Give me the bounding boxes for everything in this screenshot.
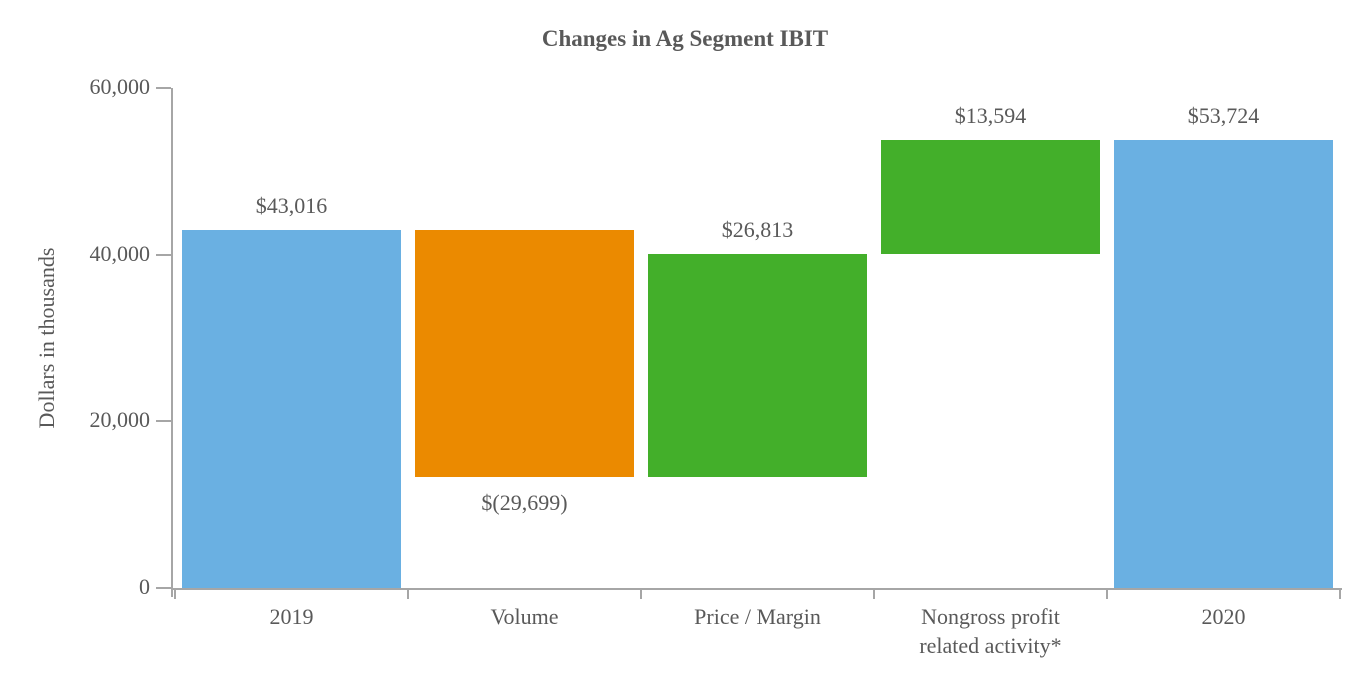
bar-price-margin	[648, 253, 867, 478]
category-label-2020: 2020	[1201, 604, 1246, 629]
data-label-volume: $(29,699)	[481, 490, 568, 516]
category-label-price-margin: Price / Margin	[694, 604, 821, 629]
y-tick	[156, 87, 171, 89]
x-tick	[873, 588, 875, 599]
y-tick	[156, 420, 171, 423]
category-label-2019: 2019	[269, 604, 314, 629]
x-tick	[640, 588, 642, 599]
y-tick-label: 40,000	[89, 240, 151, 266]
y-tick-label: 0	[139, 574, 150, 599]
y-tick	[156, 253, 171, 256]
x-tick	[1339, 588, 1341, 599]
x-tick	[174, 588, 176, 599]
x-axis-line	[171, 588, 1342, 590]
chart-title: Changes in Ag Segment IBIT	[541, 26, 829, 51]
bar-2020	[1114, 140, 1333, 588]
bar-nongross-profit-related-activity	[881, 140, 1100, 254]
y-tick-label: 60,000	[89, 74, 151, 99]
y-axis-line	[171, 88, 173, 597]
y-axis-title: Dollars in thousands	[34, 247, 59, 429]
category-label-nongross-profit-related-activity: Nongross profit related activity*	[919, 604, 1062, 658]
bar-2019	[182, 229, 401, 588]
y-tick-label: 20,000	[89, 407, 151, 433]
data-label-2020: $53,724	[1187, 103, 1260, 129]
data-label-2019: $43,016	[255, 192, 328, 218]
x-tick	[1106, 588, 1108, 599]
bar-volume	[415, 229, 634, 478]
category-label-volume: Volume	[490, 604, 559, 629]
data-label-price-margin: $26,813	[721, 216, 794, 242]
y-tick	[156, 587, 171, 589]
x-tick	[407, 588, 409, 599]
data-label-nongross-profit-related-activity: $13,594	[954, 103, 1027, 129]
